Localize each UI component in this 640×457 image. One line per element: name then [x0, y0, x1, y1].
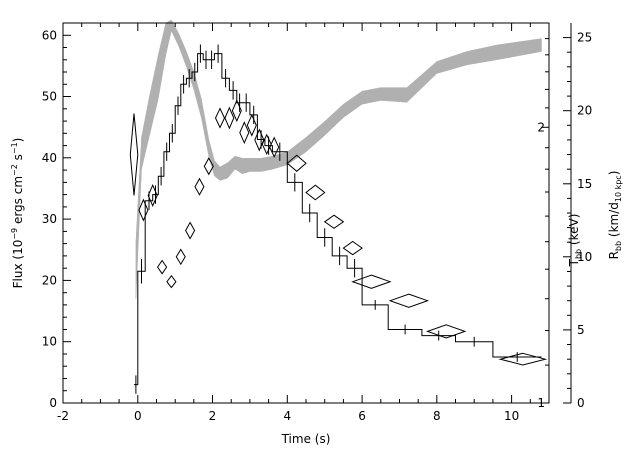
radius-diamond	[323, 214, 345, 229]
radius-diamond	[224, 106, 235, 130]
radius-diamond	[194, 177, 205, 196]
flux-histogram-line	[134, 53, 542, 386]
temperature-band	[135, 19, 542, 299]
temperature-axis-label-part: (keV)	[567, 214, 581, 249]
temperature-axis-label-sub: bb	[574, 249, 583, 259]
radius-axis-label-sub: bb	[614, 241, 623, 251]
radius-diamond	[498, 352, 548, 366]
temperature-axis-label: Tbb (keV)	[567, 214, 583, 268]
radius-diamond	[175, 248, 186, 266]
flux-tick-label: 20	[42, 273, 57, 287]
radius-diamond	[203, 157, 214, 176]
temperature-axis-label-part: T	[567, 258, 581, 267]
x-axis-label: Time (s)	[281, 432, 331, 446]
x-tick-label: 2	[209, 409, 217, 423]
temperature-band-layer	[135, 19, 542, 299]
x-tick-label: 10	[504, 409, 519, 423]
radius-diamond	[156, 259, 168, 275]
radius-axis-label-part: R	[607, 251, 621, 259]
radius-tick-label: 10	[577, 250, 592, 264]
radius-axis-label-part: )	[607, 171, 621, 176]
radius-diamond	[425, 324, 467, 339]
flux-tick-label: 60	[42, 28, 57, 42]
x-tick-label: 6	[358, 409, 366, 423]
x-tick-label: 8	[433, 409, 441, 423]
flux-axis-label-exp: −1	[10, 142, 19, 154]
radius-diamond	[351, 274, 392, 289]
radius-diamond	[388, 293, 430, 308]
flux-axis-label: Flux (10−9 ergs cm−2 s−1)	[10, 138, 25, 289]
radius-diamond	[138, 198, 149, 222]
radius-axis-label-sub: 10 kpc	[614, 175, 623, 202]
radius-diamond	[147, 183, 158, 207]
radius-diamond	[286, 154, 307, 172]
radius-diamond	[261, 133, 272, 155]
radius-tick-label: 20	[577, 104, 592, 118]
radius-diamond-layer	[129, 99, 548, 366]
x-tick-label: 4	[283, 409, 291, 423]
radius-diamond	[269, 136, 280, 158]
radius-diamond	[305, 184, 326, 201]
flux-axis-label-part: Flux (10	[11, 240, 25, 289]
radius-diamond	[129, 113, 139, 196]
radius-axis-label: Rbb (km/d10 kpc)	[607, 171, 623, 260]
radius-diamond	[342, 240, 363, 256]
flux-axis-label-exp: −2	[10, 164, 19, 176]
flux-tick-label: 10	[42, 335, 57, 349]
radius-diamond	[214, 107, 226, 129]
radius-axis-label-part: (km/d	[607, 202, 621, 241]
radius-tick-label: 25	[577, 31, 592, 45]
radius-tick-label: 5	[577, 323, 585, 337]
radius-tick-label: 0	[577, 396, 585, 410]
temperature-tick-label: 1	[537, 396, 545, 410]
x-tick-label: -2	[57, 409, 69, 423]
flux-tick-label: 50	[42, 90, 57, 104]
flux-histogram-layer	[134, 44, 542, 394]
radius-diamond	[239, 121, 250, 145]
radius-diamond	[254, 128, 265, 152]
radius-diamond	[246, 113, 257, 137]
radius-tick-label: 15	[577, 177, 592, 191]
flux-tick-label: 30	[42, 212, 57, 226]
flux-tick-label: 0	[49, 396, 57, 410]
flux-axis-label-exp: −9	[10, 228, 19, 240]
flux-axis-label-part: )	[11, 138, 25, 143]
flux-axis-label-part: ergs cm	[11, 176, 25, 228]
flux-axis-label-part: s	[11, 154, 25, 164]
radius-diamond	[185, 221, 196, 240]
x-tick-label: 0	[134, 409, 142, 423]
radius-diamond	[231, 99, 242, 123]
radius-diamond	[166, 274, 177, 289]
flux-tick-label: 40	[42, 151, 57, 165]
temperature-tick-label: 2	[537, 120, 545, 134]
